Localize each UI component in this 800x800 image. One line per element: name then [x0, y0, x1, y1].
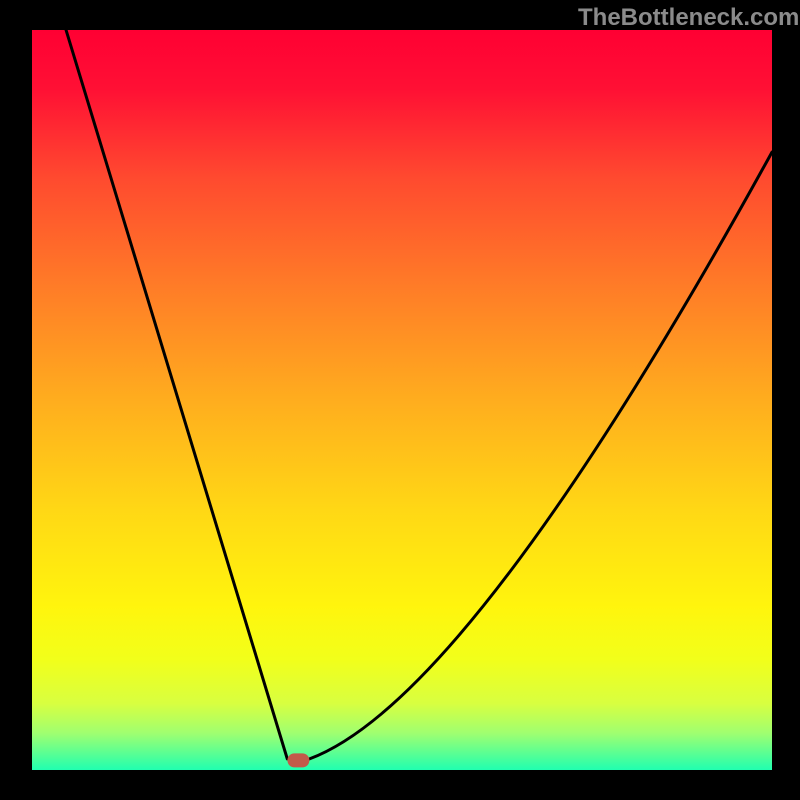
- chart-plot-area: [32, 30, 772, 770]
- chart-stage: TheBottleneck.com: [0, 0, 800, 800]
- watermark-text: TheBottleneck.com: [578, 4, 799, 32]
